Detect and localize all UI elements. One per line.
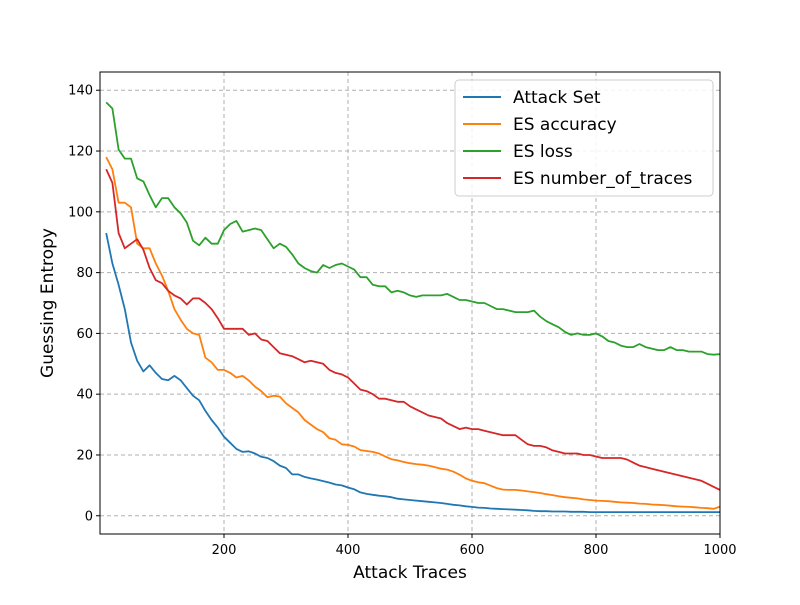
- y-axis-ticks: 0 20 40 60 80 100 120 140: [68, 84, 100, 524]
- series-line-es-accuracy: [105, 156, 721, 510]
- y-tick-label: 40: [76, 388, 93, 403]
- legend: Attack Set ES accuracy ES loss ES number_of…: [454, 79, 714, 197]
- x-tick-label: 800: [584, 543, 609, 558]
- legend-label-es-number-of-traces: ES number_of_traces: [513, 169, 693, 189]
- series-line-es-loss: [105, 101, 721, 356]
- series-lines: [105, 101, 721, 513]
- legend-label-es-loss: ES loss: [513, 142, 573, 162]
- y-tick-label: 20: [76, 448, 93, 463]
- y-tick-label: 100: [68, 205, 93, 220]
- x-axis-ticks: 200 400 600 800 1000: [212, 534, 737, 558]
- y-tick-label: 60: [76, 327, 93, 342]
- legend-label-attack-set: Attack Set: [513, 88, 601, 108]
- y-tick-label: 0: [85, 509, 93, 524]
- y-tick-label: 80: [76, 266, 93, 281]
- x-axis-label: Attack Traces: [353, 563, 467, 583]
- plot-frame: [99, 71, 721, 535]
- x-tick-label: 1000: [703, 543, 736, 558]
- y-tick-label: 120: [68, 145, 93, 160]
- x-tick-label: 200: [212, 543, 237, 558]
- series-line-es-number-of-traces: [105, 168, 721, 491]
- x-tick-label: 400: [336, 543, 361, 558]
- series-line-attack-set: [105, 232, 720, 513]
- y-tick-label: 140: [68, 84, 93, 99]
- x-tick-label: 600: [460, 543, 485, 558]
- y-axis-label: Guessing Entropy: [38, 228, 58, 378]
- legend-label-es-accuracy: ES accuracy: [513, 115, 617, 135]
- legend-box: [454, 79, 714, 197]
